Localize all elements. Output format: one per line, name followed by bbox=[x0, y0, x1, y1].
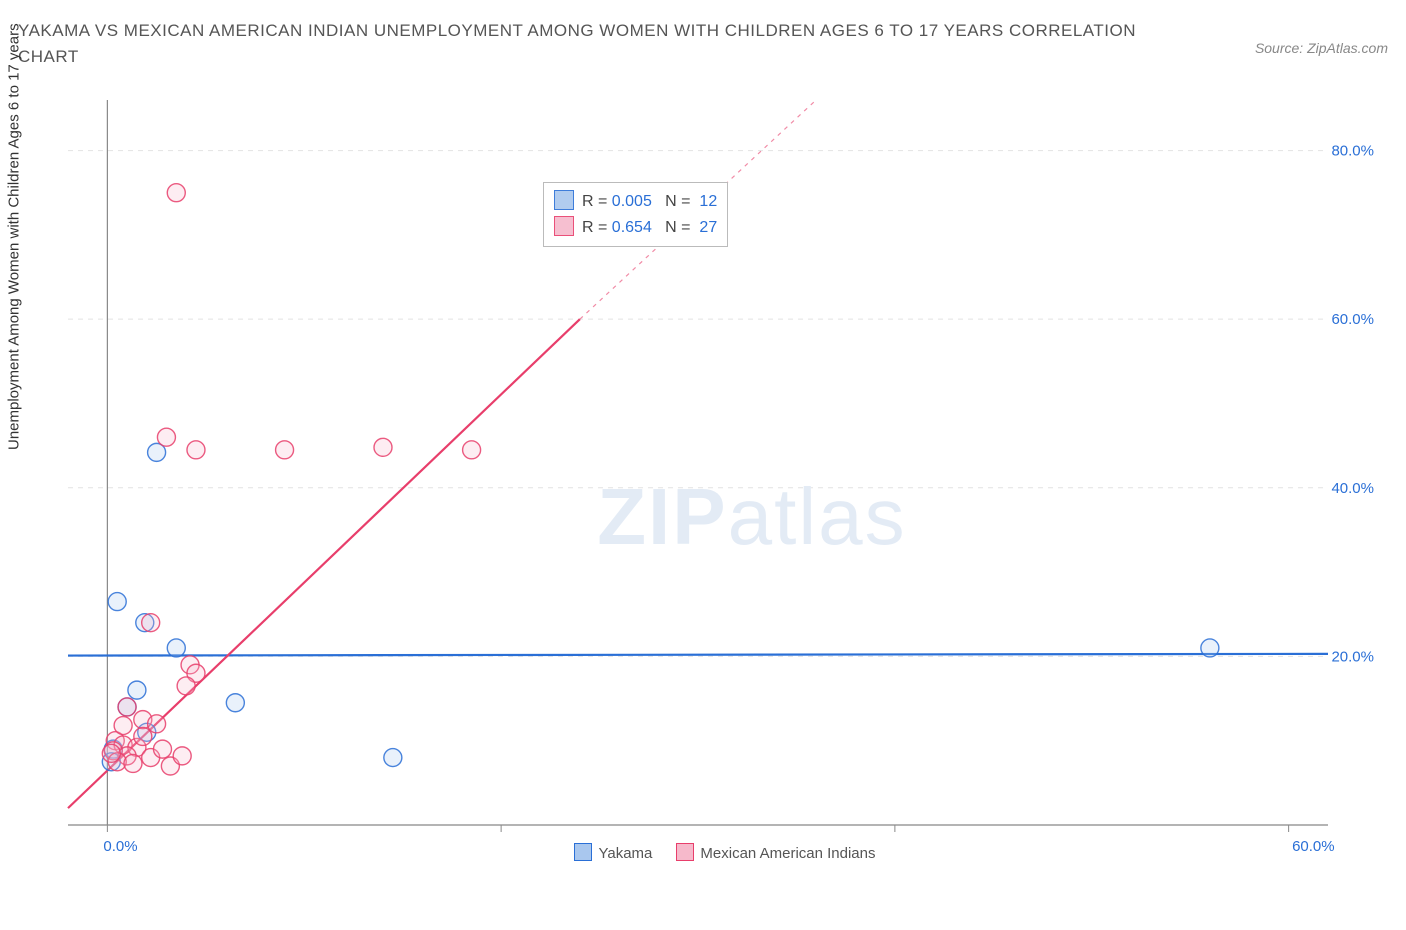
svg-text:60.0%: 60.0% bbox=[1331, 311, 1374, 328]
legend: Yakama Mexican American Indians bbox=[48, 843, 1378, 862]
stats-row: R = 0.005 N = 12 bbox=[554, 189, 717, 215]
svg-text:80.0%: 80.0% bbox=[1331, 143, 1374, 160]
svg-text:40.0%: 40.0% bbox=[1331, 480, 1374, 497]
svg-text:20.0%: 20.0% bbox=[1331, 648, 1374, 665]
legend-swatch bbox=[574, 843, 592, 861]
y-axis-label: Unemployment Among Women with Children A… bbox=[6, 23, 23, 450]
correlation-stats-box: R = 0.005 N = 12R = 0.654 N = 27 bbox=[543, 182, 728, 247]
stats-row: R = 0.654 N = 27 bbox=[554, 215, 717, 241]
legend-label: Mexican American Indians bbox=[700, 845, 875, 862]
chart-title: YAKAMA VS MEXICAN AMERICAN INDIAN UNEMPL… bbox=[18, 18, 1138, 69]
source-label: Source: ZipAtlas.com bbox=[1255, 40, 1388, 56]
scatter-plot: 0.0%60.0%20.0%40.0%60.0%80.0% ZIPatlas R… bbox=[48, 90, 1378, 870]
legend-label: Yakama bbox=[598, 845, 652, 862]
legend-swatch bbox=[676, 843, 694, 861]
